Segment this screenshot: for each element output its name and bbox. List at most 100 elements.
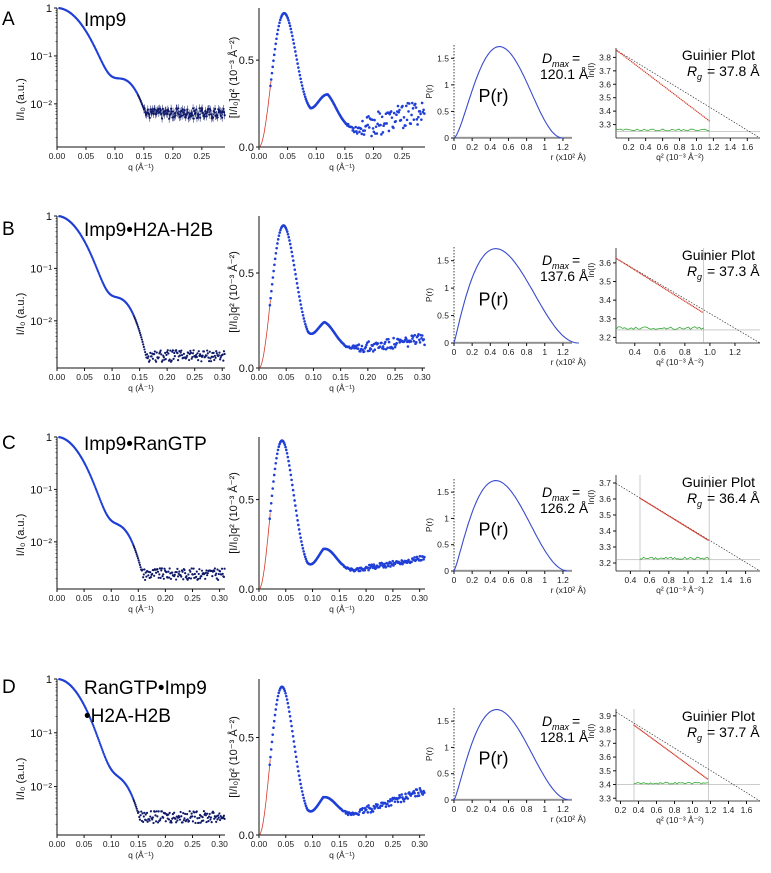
intensity-point bbox=[212, 116, 215, 119]
y-tick-label: 10⁻² bbox=[30, 782, 52, 794]
kratky-point bbox=[406, 345, 410, 348]
intensity-point bbox=[100, 745, 103, 748]
kratky-point bbox=[294, 272, 297, 276]
x-tick-label: 0.05 bbox=[78, 151, 95, 161]
kratky-point bbox=[301, 793, 305, 797]
guinier-point bbox=[702, 536, 705, 538]
y-axis-label: I/I₀ (a.u.) bbox=[15, 758, 27, 800]
intensity-point bbox=[135, 321, 138, 325]
guinier-point bbox=[678, 97, 681, 100]
y-axis-label: [I/I₀]q² (10⁻³ Å⁻²) bbox=[227, 251, 240, 333]
guinier-point bbox=[656, 741, 659, 744]
guinier-point bbox=[707, 539, 709, 541]
intensity-point bbox=[198, 816, 201, 820]
kratky-point bbox=[268, 303, 272, 307]
guinier-point bbox=[701, 774, 704, 777]
kratky-point bbox=[302, 796, 305, 800]
kratky-point bbox=[358, 130, 361, 134]
guinier-point bbox=[702, 115, 704, 117]
kratky-point bbox=[273, 257, 277, 261]
kratky-point bbox=[360, 132, 364, 136]
guinier-point bbox=[680, 523, 683, 525]
kratky-point bbox=[296, 519, 299, 522]
kratky-point bbox=[295, 282, 299, 285]
x-tick-label: 0.30 bbox=[211, 593, 228, 603]
guinier-point bbox=[688, 303, 690, 305]
kratky-point bbox=[288, 21, 291, 25]
intensity-point bbox=[191, 352, 195, 355]
guinier-title: Guinier Plot bbox=[682, 474, 755, 490]
intensity-point bbox=[195, 570, 198, 573]
guinier-point bbox=[701, 311, 703, 313]
kratky-point bbox=[301, 547, 305, 550]
kratky-point bbox=[296, 765, 299, 768]
kratky-point bbox=[390, 799, 394, 802]
guinier-point bbox=[624, 56, 627, 58]
y-tick-label: 1 bbox=[444, 283, 449, 293]
guinier-point bbox=[618, 51, 620, 53]
guinier-point bbox=[703, 116, 706, 118]
intensity-point bbox=[158, 819, 162, 822]
intensity-point bbox=[216, 116, 219, 119]
rg-value: = 37.3 Å bbox=[707, 263, 760, 279]
intensity-point bbox=[143, 348, 146, 351]
kratky-point bbox=[301, 87, 305, 90]
x-tick-label: 1 bbox=[542, 142, 547, 152]
intensity-point bbox=[146, 357, 149, 360]
y-axis-label: [I/I₀]q² (10⁻³ Å⁻²) bbox=[227, 472, 240, 554]
kratky-point bbox=[300, 540, 303, 543]
guinier-point bbox=[677, 520, 679, 523]
intensity-point bbox=[154, 814, 157, 817]
intensity-point bbox=[218, 358, 222, 361]
guinier-point bbox=[674, 94, 676, 96]
x-tick-label: 0.2 bbox=[466, 347, 478, 357]
guinier-point bbox=[653, 739, 655, 741]
dmax-label: D bbox=[542, 713, 552, 729]
kratky-point bbox=[384, 340, 387, 344]
y-tick-label: 3.3 bbox=[599, 793, 611, 803]
intensity-point bbox=[208, 113, 211, 116]
kratky-point bbox=[301, 310, 304, 314]
kratky-point bbox=[417, 794, 421, 797]
dmax-equals: = bbox=[572, 484, 580, 500]
guinier-point bbox=[653, 506, 655, 508]
kratky-point bbox=[290, 478, 293, 482]
guinier-point bbox=[668, 750, 670, 752]
guinier-point bbox=[660, 83, 662, 85]
intensity-point bbox=[186, 354, 189, 357]
guinier-point bbox=[640, 68, 642, 70]
y-tick-label: 3.7 bbox=[599, 738, 611, 748]
intensity-point bbox=[215, 577, 218, 580]
kratky-point bbox=[298, 778, 302, 782]
kratky-point bbox=[303, 552, 306, 556]
guinier-point bbox=[641, 498, 644, 501]
guinier-point bbox=[651, 280, 654, 282]
guinier-point bbox=[696, 110, 698, 113]
guinier-point bbox=[685, 762, 687, 765]
kratky-point bbox=[297, 523, 300, 527]
kratky-point bbox=[304, 804, 308, 808]
x-tick-label: 1 bbox=[542, 347, 547, 357]
guinier-point bbox=[689, 105, 692, 108]
kratky-point bbox=[414, 341, 418, 344]
kratky-point bbox=[299, 77, 302, 81]
intensity-point bbox=[202, 819, 205, 822]
y-tick-label: 3.4 bbox=[599, 780, 611, 790]
intensity-point bbox=[217, 814, 220, 817]
intensity-point bbox=[135, 553, 138, 556]
kratky-point bbox=[271, 733, 275, 736]
guinier-point bbox=[673, 518, 676, 521]
intensity-point bbox=[213, 358, 216, 362]
intensity-point bbox=[176, 819, 179, 822]
intensity-point bbox=[173, 354, 176, 358]
y-tick-label: 0.5 bbox=[437, 106, 449, 116]
guinier-point bbox=[635, 270, 638, 272]
guinier-point bbox=[656, 508, 658, 510]
y-tick-label: 3.4 bbox=[599, 106, 611, 116]
kratky-point bbox=[376, 122, 379, 126]
intensity-point bbox=[94, 729, 97, 733]
kratky-point bbox=[420, 101, 424, 105]
kratky-point bbox=[359, 350, 362, 353]
intensity-point bbox=[134, 551, 138, 554]
kratky-point bbox=[275, 698, 279, 702]
